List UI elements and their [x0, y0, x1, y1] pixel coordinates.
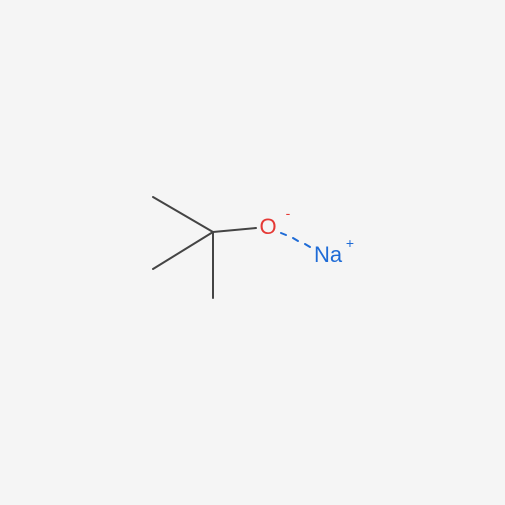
sodium-atom: Na: [314, 242, 342, 268]
bond-layer: [0, 0, 505, 505]
oxygen-charge: -: [286, 205, 291, 221]
sodium-label: Na: [314, 242, 342, 267]
oxygen-label: O: [259, 214, 276, 239]
molecule-canvas: O - Na +: [0, 0, 505, 505]
sodium-charge: +: [346, 235, 354, 251]
oxygen-atom: O: [259, 214, 276, 240]
